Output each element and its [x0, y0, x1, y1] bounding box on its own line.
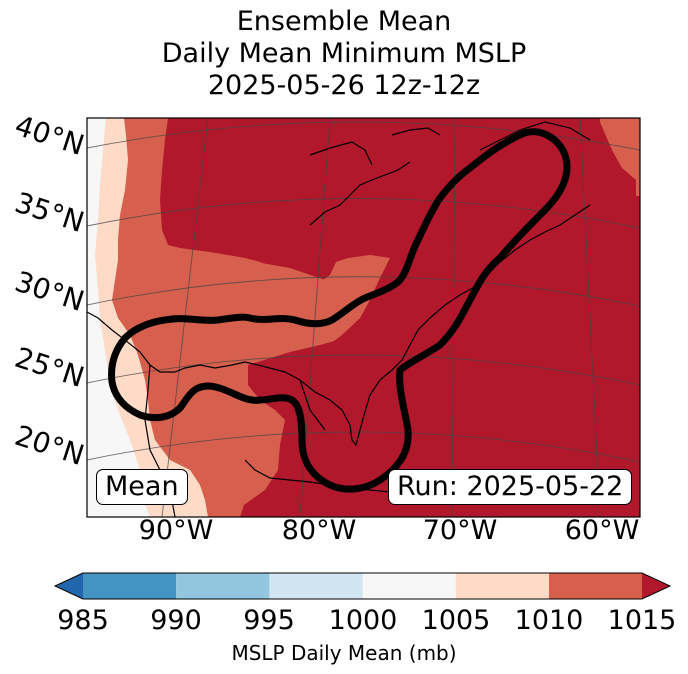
colorbar-extend-above — [642, 573, 670, 599]
contour-line — [108, 128, 571, 493]
colorbar-outline — [53, 572, 672, 600]
region-1010-1015-gulf — [222, 258, 332, 362]
title-line-3: 2025-05-26 12z-12z — [207, 70, 481, 101]
run-date-box: Run: 2025-05-22 — [388, 469, 633, 505]
colorbar — [53, 572, 672, 600]
colorbar-tick-995: 995 — [243, 605, 295, 636]
colorbar-tick-990: 990 — [150, 605, 202, 636]
colorbar-bin-1005-1010 — [455, 573, 549, 599]
colorbar-extend-below — [55, 573, 83, 599]
colorbar-tick-1010: 1010 — [514, 605, 584, 636]
lon-label-90w: 90°W — [138, 515, 214, 546]
mean-label-box: Mean — [96, 469, 188, 505]
colorbar-tick-1015: 1015 — [607, 605, 677, 636]
region-above-1015-east — [248, 318, 405, 500]
lon-label-80w: 80°W — [281, 515, 357, 546]
colorbar-bin-1010-1015 — [549, 573, 642, 599]
lon-label-60w: 60°W — [564, 515, 640, 546]
title-line-1: Ensemble Mean — [236, 6, 452, 37]
colorbar-bin-1000-1005 — [362, 573, 456, 599]
colorbar-bin-985-990 — [83, 573, 177, 599]
map-frame — [86, 117, 641, 518]
colorbar-bin-995-1000 — [269, 573, 363, 599]
colorbar-bin-990-995 — [176, 573, 270, 599]
lon-label-70w: 70°W — [422, 515, 498, 546]
colorbar-tick-985: 985 — [57, 605, 109, 636]
title-line-2: Daily Mean Minimum MSLP — [161, 38, 527, 69]
colorbar-tick-1000: 1000 — [328, 605, 398, 636]
region-above-1015 — [160, 118, 640, 517]
colorbar-tick-1005: 1005 — [421, 605, 491, 636]
colorbar-label: MSLP Daily Mean (mb) — [231, 641, 457, 665]
